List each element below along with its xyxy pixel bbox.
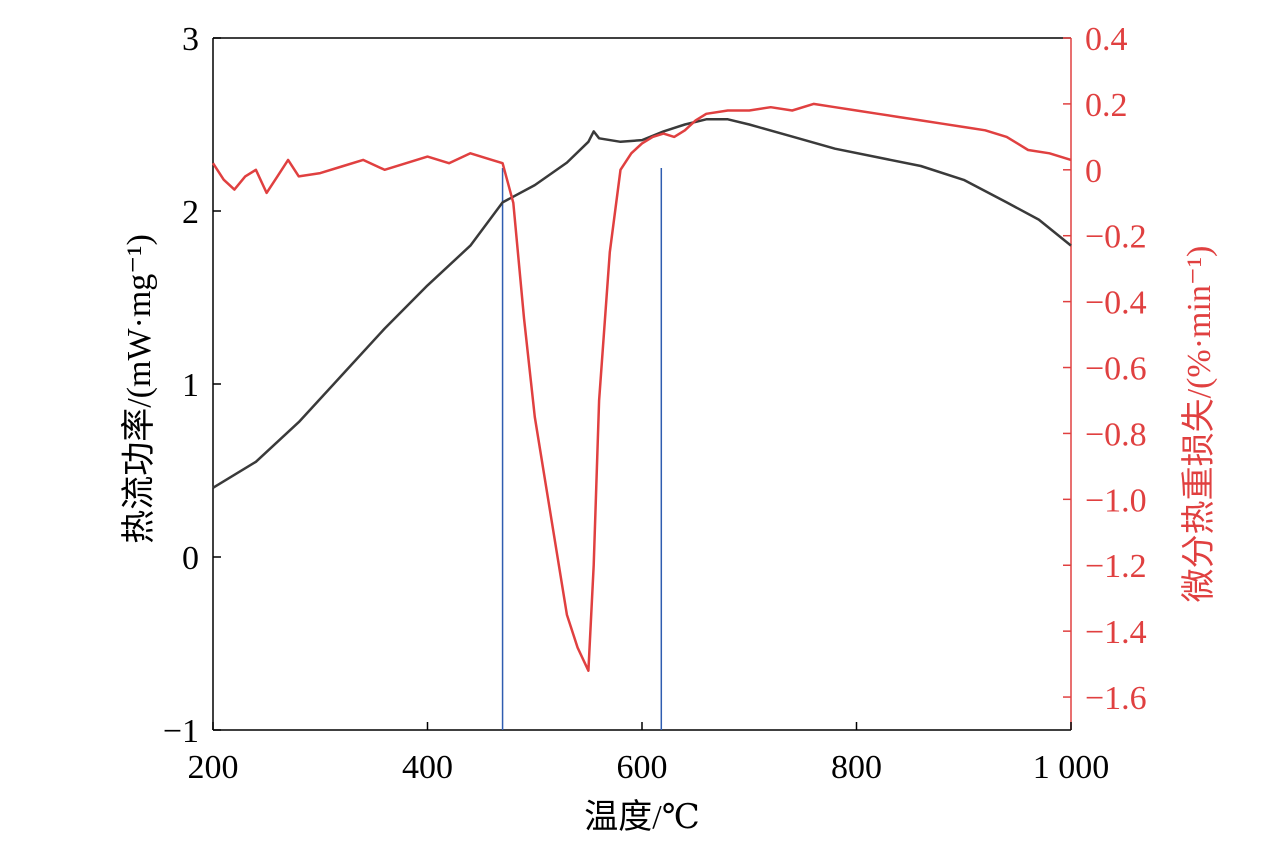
y-right-tick-label: −0.6 — [1085, 351, 1147, 388]
y-left-tick-label: 2 — [182, 194, 199, 231]
y-left-tick-label: 3 — [182, 21, 199, 58]
y-left-axis-title: 热流功率/(mW·mg⁻¹) — [120, 234, 158, 544]
y-right-tick-label: −0.4 — [1085, 285, 1147, 322]
y-left-tick-label: 0 — [182, 540, 199, 577]
y-right-tick-label: −1.6 — [1085, 680, 1147, 717]
y-right-tick-label: −0.8 — [1085, 416, 1147, 453]
y-right-axis-title: 微分热重损失/(%·min⁻¹) — [1180, 246, 1218, 603]
x-tick-label: 600 — [617, 749, 668, 786]
y-left-tick-label: 1 — [182, 367, 199, 404]
y-right-tick-label: −0.2 — [1085, 219, 1147, 256]
x-tick-label: 200 — [188, 749, 239, 786]
y-right-tick-label: 0.4 — [1085, 21, 1128, 58]
dtg-series-line — [211, 102, 1072, 672]
heat-flow-series-line — [212, 118, 1072, 489]
y-right-tick-label: −1.2 — [1085, 548, 1147, 585]
y-left-tick-label: −1 — [163, 713, 199, 750]
y-right-tick-label: 0 — [1085, 153, 1102, 190]
y-right-tick-label: −1.4 — [1085, 614, 1147, 651]
x-tick-label: 800 — [831, 749, 882, 786]
x-tick-label: 1 000 — [1033, 749, 1110, 786]
x-axis-title: 温度/℃ — [584, 798, 699, 836]
y-right-tick-label: 0.2 — [1085, 87, 1128, 124]
y-right-tick-label: −1.0 — [1085, 482, 1147, 519]
x-tick-label: 400 — [402, 749, 453, 786]
